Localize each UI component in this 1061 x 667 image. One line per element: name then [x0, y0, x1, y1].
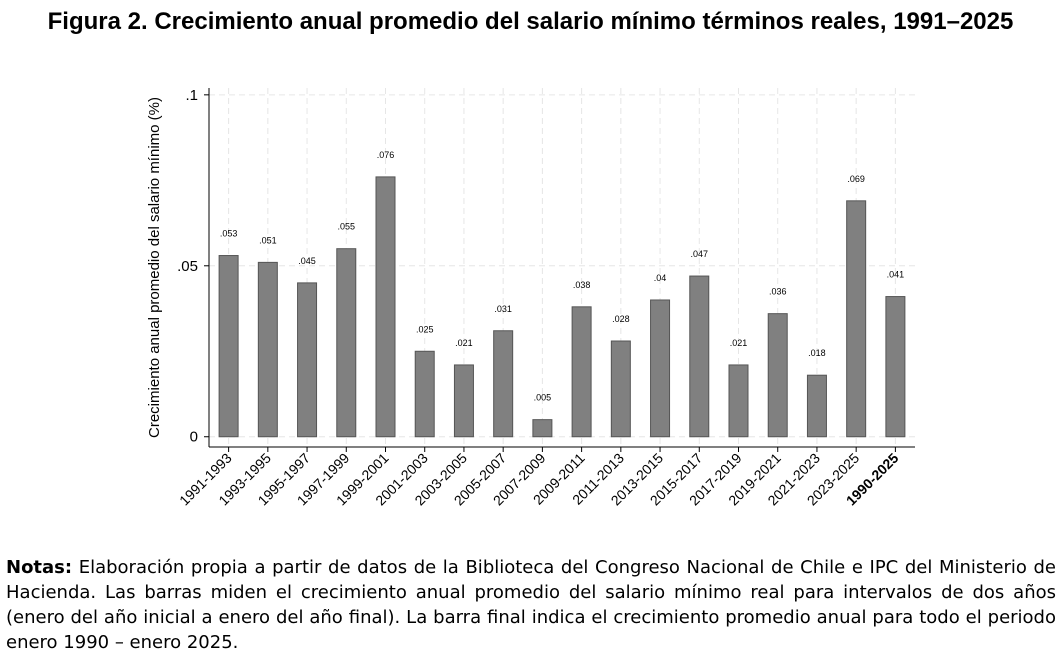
bar: [728, 364, 749, 438]
bar: [767, 313, 788, 438]
bar: [650, 299, 671, 438]
bar: [218, 255, 239, 438]
notes: Notas: Elaboración propia a partir de da…: [6, 555, 1056, 655]
value-label: .025: [416, 324, 434, 334]
value-label: .028: [612, 314, 630, 324]
value-label: .076: [377, 150, 395, 160]
bar: [257, 261, 278, 438]
bar: [689, 275, 710, 438]
value-label: .051: [259, 235, 277, 245]
value-label: .045: [298, 256, 316, 266]
chart-title: Figura 2. Crecimiento anual promedio del…: [47, 8, 1014, 35]
bar: [532, 419, 553, 438]
bar: [375, 176, 396, 438]
bar: [885, 296, 906, 438]
value-label: .031: [494, 304, 512, 314]
y-axis-label: Crecimiento anual promedio del salario m…: [146, 97, 163, 438]
bar: [493, 330, 514, 438]
notes-label: Notas:: [6, 557, 73, 578]
value-label: .069: [847, 174, 865, 184]
value-label: .04: [654, 273, 667, 283]
value-label: .018: [808, 348, 826, 358]
value-label: .053: [220, 229, 238, 239]
bar: [297, 282, 318, 438]
value-label: .047: [691, 249, 709, 259]
bar: [806, 374, 827, 438]
value-label: .021: [455, 338, 473, 348]
y-tick-label: .1: [185, 87, 198, 104]
y-tick-label: 0: [190, 429, 198, 446]
y-tick-label: .05: [177, 258, 198, 275]
bar: [336, 248, 357, 438]
bar: [846, 200, 867, 438]
bar: [610, 340, 631, 438]
value-label: .038: [573, 280, 591, 290]
value-label: .041: [887, 270, 905, 280]
bar: [571, 306, 592, 438]
chart: 0 .05 .1 Crecimiento anual promedio del sal…: [146, 87, 915, 508]
value-label: .036: [769, 287, 787, 297]
value-label: .021: [730, 338, 748, 348]
bar: [453, 364, 474, 438]
value-label: .005: [534, 393, 552, 403]
bar: [414, 350, 435, 438]
notes-text: Elaboración propia a partir de datos de …: [6, 557, 1056, 653]
value-label: .055: [338, 222, 356, 232]
